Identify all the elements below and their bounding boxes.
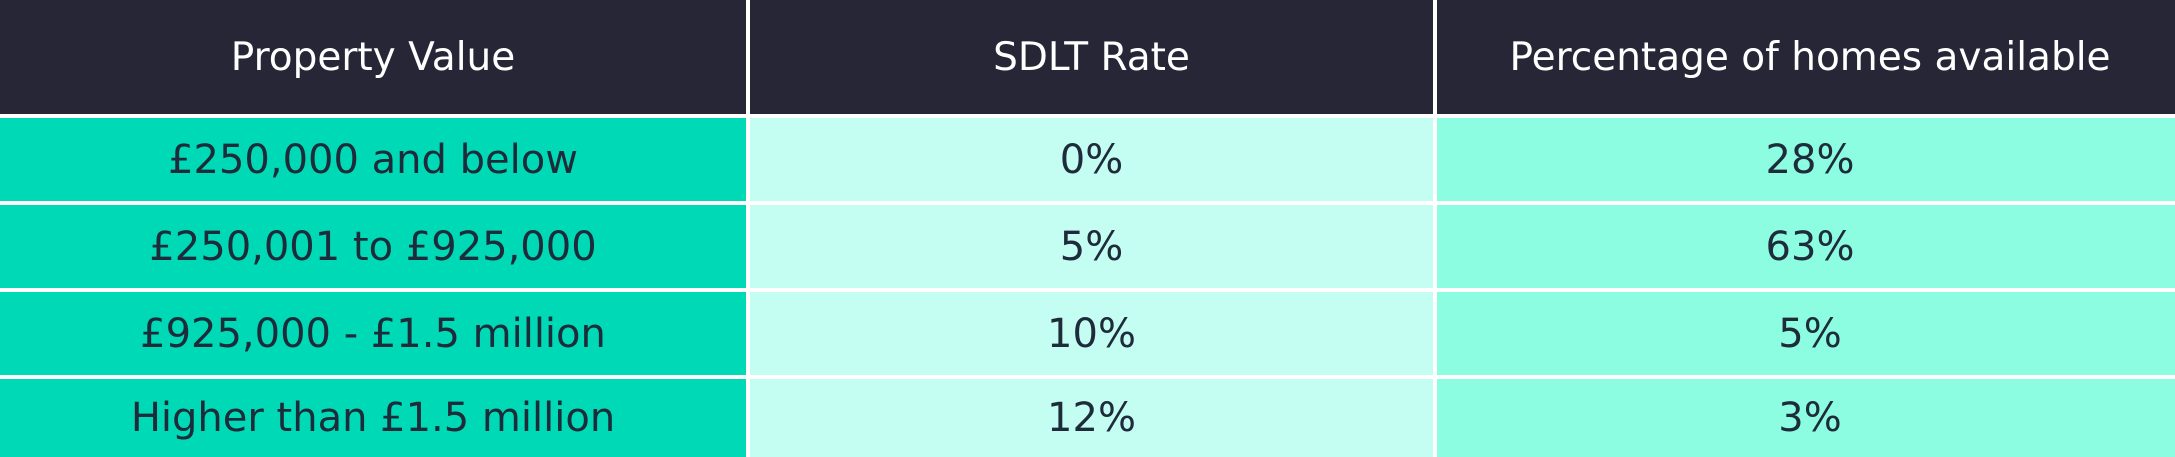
- table-cell: 63%: [1437, 205, 2175, 288]
- header-cell: Property Value: [0, 0, 746, 114]
- table-cell: £925,000 - £1.5 million: [0, 292, 746, 375]
- table-cell: 3%: [1437, 379, 2175, 457]
- table-cell: 10%: [750, 292, 1433, 375]
- table-cell: 5%: [1437, 292, 2175, 375]
- table-cell: £250,000 and below: [0, 118, 746, 201]
- table-cell: Higher than £1.5 million: [0, 379, 746, 457]
- header-cell: SDLT Rate: [750, 0, 1433, 114]
- table-cell: 12%: [750, 379, 1433, 457]
- table-cell: 0%: [750, 118, 1433, 201]
- table-cell: 28%: [1437, 118, 2175, 201]
- header-cell: Percentage of homes available: [1437, 0, 2175, 114]
- table-cell: 5%: [750, 205, 1433, 288]
- table-cell: £250,001 to £925,000: [0, 205, 746, 288]
